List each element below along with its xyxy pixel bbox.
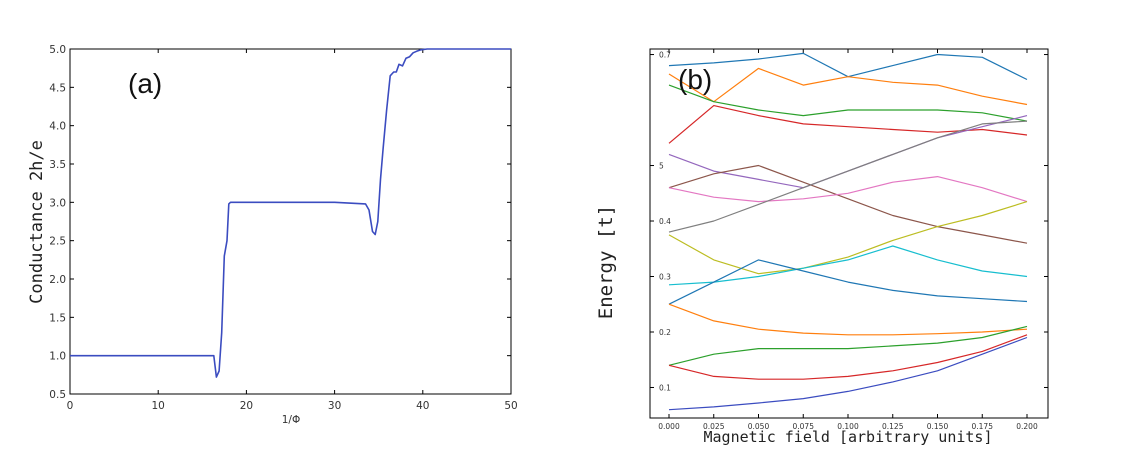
y-tick-label: 0.7 [659,51,671,60]
x-tick-label: 0.100 [837,422,859,431]
y-tick-label: 0.2 [659,328,671,337]
energy-level-line [668,84,1028,122]
y-tick-label: 1.0 [49,351,66,363]
energy-level-line [668,303,1028,336]
energy-level-line [668,245,1028,286]
x-tick-label: 0 [67,400,74,412]
x-tick-label: 0.025 [703,422,725,431]
x-axis-label-b: Magnetic field [arbitrary units] [704,428,993,446]
y-tick-label: 3.0 [49,197,66,209]
x-tick-label: 30 [328,400,341,412]
axis-ticks-b: 0.000 0.025 0.050 0.075 0.100 0.125 0.150 0.175… [650,49,1048,431]
y-tick-label: 5.0 [49,44,66,56]
y-tick-label: 2.0 [49,274,66,286]
energy-level-line [668,201,1028,275]
x-axis-label-a: 1/Φ [282,414,300,426]
y-tick-label: 0.4 [659,217,671,226]
energy-level-line [668,176,1028,203]
energy-spectrum-chart: 0.000 0.025 0.050 0.075 0.100 0.125 0.150 0.175… [595,48,1049,446]
energy-level-line [668,336,1028,411]
energy-level-line [668,164,1028,244]
y-tick-label: 0.5 [49,389,66,401]
x-tick-label: 0.175 [972,422,994,431]
y-tick-label: 3.5 [49,159,66,171]
energy-level-line [668,67,1028,106]
y-tick-label: 1.5 [49,312,66,324]
x-tick-label: 20 [240,400,253,412]
x-tick-label: 10 [152,400,165,412]
panel-label-a: (a) [128,68,162,99]
x-tick-label: 0.200 [1016,422,1038,431]
y-tick-label: 4.0 [49,121,66,133]
series-a [70,48,511,378]
x-tick-label: 40 [416,400,429,412]
energy-level-line [668,52,1028,81]
x-tick-label: 0.000 [658,422,680,431]
y-tick-label: 2.5 [49,236,66,248]
y-axis-label-a: Conductance 2h/e [27,140,47,304]
axis-ticks-a: 0 10 20 30 40 50 0.5 1.0 1.5 2.0 2.5 3.0 3.5 4.0 4.5 5.… [49,44,517,412]
x-tick-label: 50 [504,400,517,412]
x-tick-label: 0.075 [793,422,815,431]
energy-level-line [668,120,1028,233]
energy-level-line [668,325,1028,366]
energy-level-line [668,334,1028,380]
x-tick-label: 0.050 [748,422,770,431]
conductance-line [70,48,511,378]
y-tick-label: 4.5 [49,82,66,94]
series-b [668,52,1028,411]
panel-label-b: (b) [678,64,712,95]
y-tick-label: 0.1 [659,383,671,392]
energy-level-line [668,259,1028,305]
energy-level-line [668,104,1028,144]
plot-frame-a [69,48,512,395]
x-tick-label: 0.150 [927,422,949,431]
y-tick-label: 5 [659,162,664,171]
plot-frame-b [649,48,1049,419]
x-tick-label: 0.125 [882,422,904,431]
y-axis-label-b: Energy [t] [595,205,617,319]
y-tick-label: 0.3 [659,273,671,282]
conductance-chart: 0 10 20 30 40 50 0.5 1.0 1.5 2.0 2.5 3.0 3.5 4.0 4.5 5.… [27,44,518,426]
